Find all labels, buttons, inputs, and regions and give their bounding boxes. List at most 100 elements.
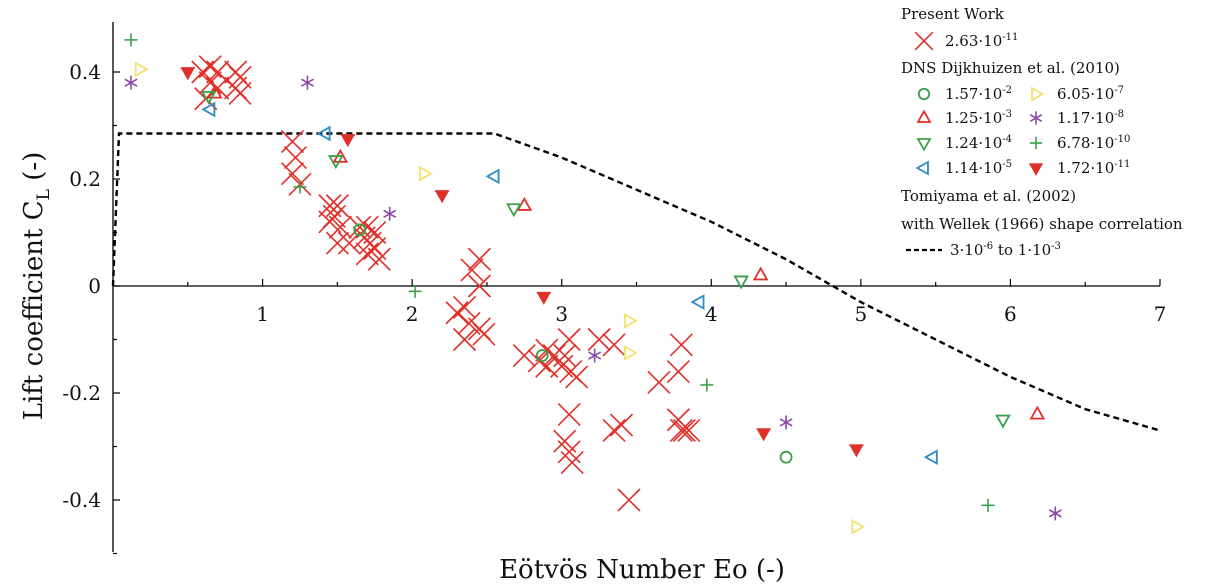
data-point-series-0 <box>280 129 305 154</box>
data-point-series-2 <box>1029 405 1046 420</box>
data-point-series-4 <box>690 294 705 310</box>
data-point-series-7 <box>408 284 422 298</box>
y-tick-label: 0.4 <box>69 60 101 84</box>
data-point-series-5 <box>134 61 149 78</box>
data-point-series-0 <box>325 231 349 255</box>
legend-label-1: 1.57·10-2 <box>945 85 1012 103</box>
x-tick-label: 2 <box>406 302 419 326</box>
data-point-series-0 <box>452 327 477 352</box>
data-point-series-3 <box>328 155 344 170</box>
curve-layer <box>111 132 1161 432</box>
data-point-series-0 <box>535 338 559 362</box>
data-point-series-1 <box>535 349 549 362</box>
data-point-series-0 <box>355 242 379 266</box>
axes: 1 2 3 4 5 6 7 0.4 0.2 0 -0.2 -0.4 Eötvös Number Eo (… <box>19 22 1166 585</box>
data-point-series-8 <box>180 67 196 81</box>
data-point-series-0 <box>669 333 693 357</box>
legend-marker-3 <box>916 138 932 152</box>
data-point-series-7 <box>700 378 714 392</box>
data-point-series-6 <box>124 75 138 90</box>
series-line-tomiyama <box>111 132 1161 432</box>
data-point-series-6 <box>300 75 314 90</box>
data-point-series-0 <box>467 247 492 271</box>
x-tick-label: 6 <box>1004 302 1017 326</box>
legend-marker-1 <box>917 87 931 101</box>
data-point-series-3 <box>200 90 217 105</box>
legend-label-8: 1.72·10-11 <box>1057 159 1130 177</box>
x-tick-label: 5 <box>854 302 867 326</box>
data-point-series-0 <box>337 231 361 255</box>
data-point-series-0 <box>669 418 693 443</box>
data-point-series-0 <box>452 295 477 319</box>
marks <box>124 33 1062 535</box>
data-point-series-0 <box>560 450 584 475</box>
data-point-series-0 <box>283 146 308 170</box>
legend-label-9: 3·10-6 to 1·10-3 <box>950 241 1061 259</box>
data-point-series-6 <box>588 348 602 363</box>
data-point-series-0 <box>457 311 481 336</box>
y-tick-label: -0.4 <box>62 488 101 512</box>
data-point-series-0 <box>666 360 690 384</box>
data-point-series-0 <box>557 402 581 426</box>
data-point-series-5 <box>419 165 433 182</box>
data-point-series-0 <box>460 258 484 282</box>
data-point-series-8 <box>849 444 864 458</box>
data-point-series-6 <box>1048 506 1062 521</box>
data-point-series-0 <box>472 322 496 346</box>
data-point-series-0 <box>609 413 634 437</box>
legend-label-2: 1.25·10-3 <box>945 109 1012 127</box>
legend: Present Work 2.63·10-11 DNS Dijkhuizen et … <box>901 5 1183 259</box>
data-point-series-8 <box>340 134 356 148</box>
data-point-series-5 <box>851 518 866 535</box>
data-point-series-7 <box>124 33 138 47</box>
data-point-series-0 <box>557 327 581 352</box>
data-point-series-0 <box>367 247 391 271</box>
data-point-series-0 <box>228 81 252 105</box>
legend-label-0: 2.63·10-11 <box>945 32 1018 50</box>
data-point-series-0 <box>512 343 536 368</box>
y-axis-title: Lift coefficient CL (-) <box>19 152 54 421</box>
legend-group-title: DNS Dijkhuizen et al. (2010) <box>901 59 1120 77</box>
data-point-series-0 <box>587 327 611 352</box>
data-point-series-0 <box>328 215 352 239</box>
legend-label-4: 1.14·10-5 <box>945 159 1012 177</box>
legend-marker-5 <box>1031 86 1045 102</box>
x-tick-label: 3 <box>555 302 568 326</box>
x-axis-title: Eötvös Number Eo (-) <box>499 555 785 585</box>
data-point-series-0 <box>602 418 626 443</box>
data-point-series-2 <box>752 266 769 281</box>
data-point-series-6 <box>779 415 793 430</box>
legend-label-6: 1.17·10-8 <box>1057 109 1124 127</box>
data-point-series-6 <box>383 206 397 221</box>
data-point-series-3 <box>995 414 1011 429</box>
data-point-series-0 <box>553 343 577 368</box>
legend-marker-6 <box>1029 111 1043 125</box>
data-point-series-4 <box>316 125 331 142</box>
data-point-series-8 <box>536 291 552 305</box>
data-point-series-0 <box>677 418 701 443</box>
legend-label-5: 6.05·10-7 <box>1057 85 1124 103</box>
data-point-series-0 <box>206 60 230 84</box>
legend-marker-8 <box>1028 163 1044 176</box>
data-point-series-7 <box>293 180 307 194</box>
data-point-series-1 <box>779 450 793 464</box>
legend-marker-7 <box>1029 136 1043 150</box>
legend-label-7: 6.78·10-10 <box>1057 134 1130 152</box>
data-point-series-7 <box>981 498 995 512</box>
legend-label-3: 1.24·10-4 <box>945 134 1012 152</box>
data-point-series-0 <box>647 370 671 394</box>
data-point-series-2 <box>516 196 533 211</box>
data-point-series-1 <box>353 223 367 237</box>
data-point-series-4 <box>201 101 216 118</box>
legend-group-title: Tomiyama et al. (2002) <box>901 187 1076 205</box>
data-point-series-3 <box>506 203 522 218</box>
data-point-series-0 <box>565 365 589 389</box>
x-tick-label: 4 <box>705 302 718 326</box>
data-point-series-8 <box>756 428 771 442</box>
y-tick-label: -0.2 <box>62 381 101 405</box>
data-point-series-4 <box>485 168 500 185</box>
data-point-series-0 <box>617 488 641 512</box>
data-point-series-5 <box>623 345 638 361</box>
x-tick-label: 1 <box>256 302 269 326</box>
legend-group-title: Present Work <box>901 5 1005 23</box>
